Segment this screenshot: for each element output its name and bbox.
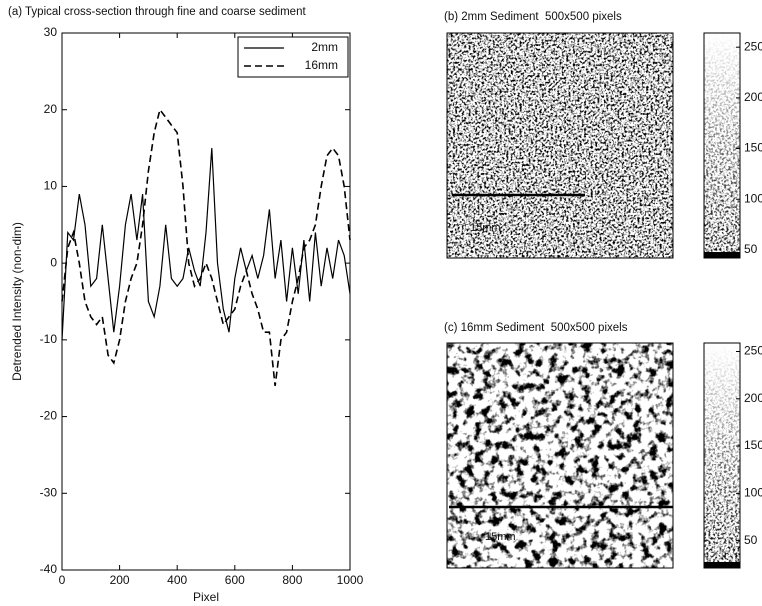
y-axis-label: Detrended Intensity (non-dim) [10,222,24,381]
x-tick-label: 600 [225,573,245,587]
scale-label: 15mm [470,222,501,234]
y-tick-label: -20 [40,409,58,423]
x-tick-label: 800 [282,573,302,587]
y-tick-label: 30 [44,25,58,39]
x-tick-label: 1000 [337,573,364,587]
colorbar-tick-label: 50 [744,533,758,547]
y-tick-label: -30 [40,485,58,499]
chart-title: (a) Typical cross-section through fine a… [8,6,306,18]
image-frame [446,32,674,259]
scale-label: 15mm [485,531,516,543]
colorbar-frame [703,342,741,569]
colorbar-frame [703,32,741,259]
x-axis-label: Pixel [193,590,219,604]
legend-box [237,36,349,78]
x-tick-label: 400 [167,573,187,587]
colorbar-tick-label: 250 [744,344,762,358]
colorbar-shading [704,33,740,258]
y-tick-label: 10 [44,179,58,193]
colorbar-fill [704,343,740,568]
colorbar-tick-label: 250 [744,39,762,53]
colorbar-tick-label: 150 [744,141,762,155]
x-tick-label: 0 [59,573,66,587]
series-line [61,107,351,387]
image-frame [446,342,674,569]
series-line [61,148,351,340]
colorbar-floor [704,562,740,568]
colorbar-floor [704,252,740,258]
colorbar-shading [704,343,740,568]
y-tick-label: -40 [40,562,58,576]
colorbar-tick-label: 150 [744,438,762,452]
image-texture [447,33,673,258]
image-title: (c) 16mm Sediment 500x500 pixels [444,322,628,334]
colorbar-fill [704,33,740,258]
colorbar-tick-label: 50 [744,242,758,256]
plot-frame [61,32,351,571]
y-tick-label: 20 [44,102,58,116]
y-tick-label: 0 [50,255,57,269]
colorbar-tick-label: 100 [744,485,762,499]
colorbar-tick-label: 200 [744,391,762,405]
y-tick-label: -10 [40,332,58,346]
image-texture [447,343,673,568]
colorbar-tick-label: 100 [744,191,762,205]
x-tick-label: 200 [110,573,130,587]
image-title: (b) 2mm Sediment 500x500 pixels [444,11,622,23]
legend-label: 2mm [311,40,338,54]
colorbar-tick-label: 200 [744,90,762,104]
legend-label: 16mm [305,58,338,72]
